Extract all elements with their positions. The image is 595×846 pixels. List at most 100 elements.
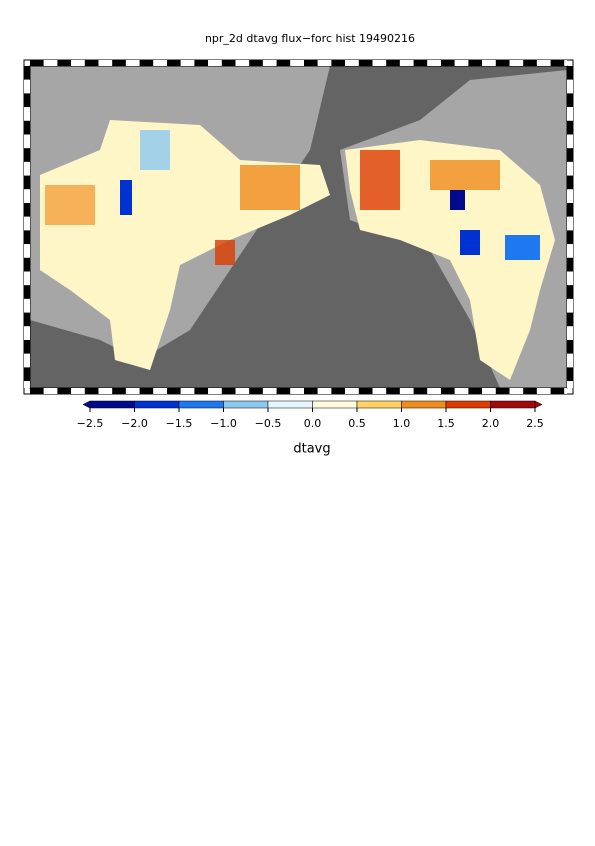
checker-cell — [482, 388, 496, 394]
checker-cell — [495, 60, 510, 66]
checker-cell — [24, 312, 30, 327]
checker-cell — [567, 230, 573, 245]
checker-cell — [567, 161, 573, 176]
checker-cell — [567, 257, 573, 272]
checker-cell — [208, 388, 222, 394]
checker-cell — [482, 60, 496, 66]
colorbar-segment — [89, 400, 135, 409]
checker-cell — [567, 353, 573, 368]
checker-cell — [24, 326, 30, 340]
checker-cell — [495, 388, 510, 394]
patch — [360, 150, 400, 210]
checker-cell — [24, 93, 30, 108]
checker-cell — [399, 388, 414, 394]
checker-cell — [567, 381, 573, 388]
colorbar-arrow-high — [534, 400, 543, 409]
checker-cell — [468, 388, 483, 394]
colorbar-segment — [445, 400, 491, 409]
colorbar-tick-label: 2.5 — [526, 417, 544, 430]
checker-cell — [235, 388, 250, 394]
checker-cell — [153, 388, 167, 394]
checker-cell — [30, 388, 44, 394]
colorbar-segment — [134, 400, 180, 409]
checker-cell — [180, 388, 195, 394]
checker-cell — [276, 60, 291, 66]
checker-cell — [386, 388, 400, 394]
checker-cell — [358, 60, 373, 66]
checker-cell — [24, 230, 30, 245]
checker-cell — [24, 161, 30, 176]
checker-cell — [290, 388, 304, 394]
colorbar-tick-label: 0.5 — [348, 417, 366, 430]
checker-cell — [567, 326, 573, 340]
checker-cell — [24, 203, 30, 217]
colorbar-tick-label: −0.5 — [255, 417, 282, 430]
checker-cell — [372, 388, 387, 394]
checker-cell — [24, 381, 30, 388]
patch — [215, 240, 235, 265]
checker-cell — [84, 388, 99, 394]
checker-cell — [441, 60, 455, 66]
checker-cell — [24, 120, 30, 135]
checker-cell — [167, 388, 181, 394]
checker-cell — [71, 60, 85, 66]
checker-cell — [567, 340, 573, 354]
map-title: npr_2d dtavg flux−forc hist 19490216 — [205, 32, 415, 45]
colorbar-tick-label: −2.5 — [77, 417, 104, 430]
checker-cell — [262, 60, 277, 66]
colorbar-label: dtavg — [293, 442, 330, 457]
checker-cell — [427, 388, 441, 394]
colorbar-segment — [490, 400, 536, 409]
checker-cell — [112, 388, 126, 394]
checker-cell — [194, 60, 209, 66]
patch — [505, 235, 540, 260]
checker-cell — [567, 175, 573, 190]
checker-cell — [139, 388, 154, 394]
checker-cell — [317, 60, 332, 66]
checker-cell — [24, 216, 30, 231]
checker-cell — [317, 388, 332, 394]
checker-cell — [153, 60, 167, 66]
checker-cell — [567, 271, 573, 286]
checker-cell — [24, 148, 30, 162]
checker-cell — [290, 60, 304, 66]
checker-cell — [567, 66, 573, 80]
checker-cell — [441, 388, 455, 394]
checker-cell — [536, 388, 551, 394]
checker-cell — [43, 60, 58, 66]
checker-cell — [24, 353, 30, 368]
checker-cell — [331, 60, 346, 66]
colorbar-segment — [267, 400, 313, 409]
checker-cell — [24, 257, 30, 272]
checker-cell — [221, 60, 236, 66]
checker-cell — [24, 271, 30, 286]
checker-cell — [509, 60, 524, 66]
checker-cell — [564, 388, 567, 394]
checker-cell — [523, 388, 537, 394]
checker-cell — [304, 388, 318, 394]
checker-cell — [24, 298, 30, 313]
checker-cell — [413, 60, 428, 66]
checker-cell — [358, 388, 373, 394]
colorbar-tick-label: 1.5 — [437, 417, 455, 430]
checker-cell — [125, 388, 140, 394]
checker-cell — [413, 388, 428, 394]
checker-cell — [24, 134, 30, 149]
checker-cell — [24, 66, 30, 80]
checker-cell — [125, 60, 140, 66]
checker-border — [24, 60, 573, 394]
checker-cell — [24, 340, 30, 354]
checker-cell — [399, 60, 414, 66]
checker-cell — [84, 60, 99, 66]
checker-cell — [98, 388, 113, 394]
checker-cell — [304, 60, 318, 66]
checker-cell — [208, 60, 222, 66]
patch — [460, 230, 480, 255]
checker-cell — [567, 216, 573, 231]
checker-cell — [249, 388, 263, 394]
checker-cell — [567, 298, 573, 313]
checker-cell — [550, 60, 565, 66]
checker-cell — [468, 60, 483, 66]
